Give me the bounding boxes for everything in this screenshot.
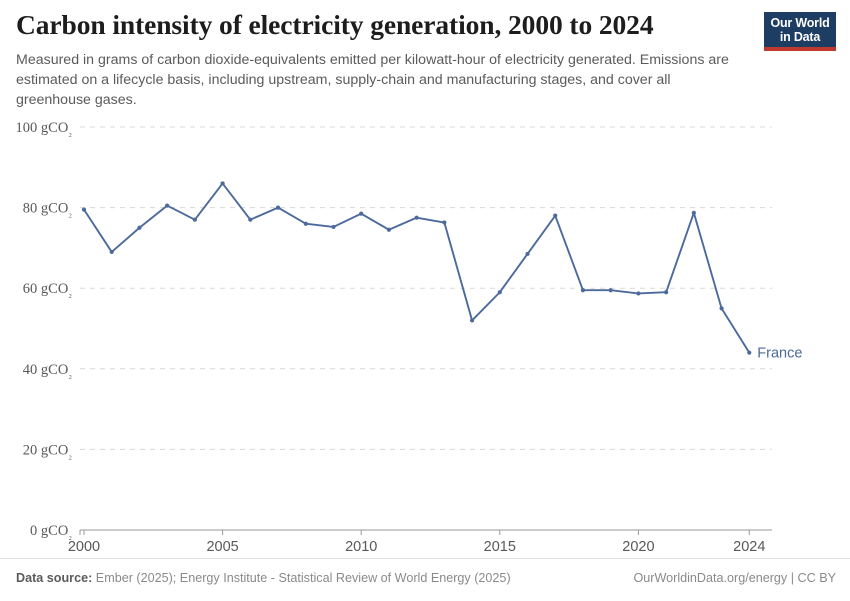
data-point[interactable] [275,205,281,210]
x-axis-tick-label: 2024 [733,539,765,552]
x-axis-tick-label: 2010 [345,539,377,552]
data-point[interactable] [359,211,364,216]
data-point[interactable] [747,350,752,355]
y-axis-tick-label: 80 gCO₂ [23,201,73,219]
page-title: Carbon intensity of electricity generati… [16,9,654,40]
data-source-value: Ember (2025); Energy Institute - Statist… [95,571,511,585]
data-point[interactable] [553,213,558,218]
x-axis [79,529,772,535]
chart-header: Carbon intensity of electricity generati… [16,9,756,110]
chart-plot-area: 0 gCO₂ 20 gCO₂ 40 gCO₂ 60 gCO₂ 80 gCO₂ 100 gC… [0,112,850,552]
data-point[interactable] [109,249,114,255]
x-axis-tick-label: 2005 [206,539,238,552]
data-point[interactable] [303,221,308,226]
data-point[interactable] [81,207,87,212]
data-point[interactable] [220,181,225,186]
data-point[interactable] [719,306,724,311]
chart-footer: Data source: Ember (2025); Energy Instit… [0,558,850,600]
data-point[interactable] [580,288,586,293]
y-axis-tick-labels: 0 gCO₂ 20 gCO₂ 40 gCO₂ 60 gCO₂ 80 gCO₂ 100 gC… [16,120,73,541]
data-point[interactable] [386,227,392,232]
x-axis-tick-labels: 2000 2005 2010 2015 2020 2024 [68,539,766,552]
y-axis-tick-label: 0 gCO₂ [30,523,72,541]
data-point[interactable] [525,251,530,257]
data-source-label: Data source: [16,571,93,585]
series-end-labels: France [757,346,802,362]
y-axis-tick-label: 40 gCO₂ [23,362,73,380]
data-point[interactable] [331,224,336,230]
x-axis-tick-label: 2000 [68,539,100,552]
data-point[interactable] [442,220,447,225]
series-end-label: France [757,346,802,362]
data-point[interactable] [137,225,142,230]
chart-subtitle: Measured in grams of carbon dioxide-equi… [16,51,729,109]
data-point[interactable] [248,217,253,222]
our-world-in-data-logo[interactable]: Our World in Data [764,12,836,51]
y-axis-tick-label: 60 gCO₂ [23,281,73,299]
data-point[interactable] [192,217,197,222]
data-point[interactable] [608,288,613,293]
data-point[interactable] [497,290,502,295]
data-point[interactable] [636,291,641,296]
owid-link[interactable]: OurWorldinData.org/energy | CC BY [633,571,836,585]
series-line-france[interactable] [83,182,751,354]
data-point[interactable] [414,215,419,220]
data-series-group[interactable] [81,181,752,355]
data-point[interactable] [691,210,696,215]
line-chart-svg: 0 gCO₂ 20 gCO₂ 40 gCO₂ 60 gCO₂ 80 gCO₂ 100 gC… [16,120,803,552]
x-axis-tick-label: 2015 [484,539,516,552]
data-point[interactable] [664,290,669,295]
y-axis-tick-label: 100 gCO₂ [16,120,73,138]
logo-line-2: in Data [779,30,821,44]
data-source-text: Data source: Ember (2025); Energy Instit… [16,571,511,585]
data-point[interactable] [469,318,475,323]
x-axis-tick-label: 2020 [622,539,654,552]
data-point[interactable] [165,203,170,208]
logo-line-1: Our World [770,16,830,30]
y-axis-tick-label: 20 gCO₂ [23,442,73,460]
